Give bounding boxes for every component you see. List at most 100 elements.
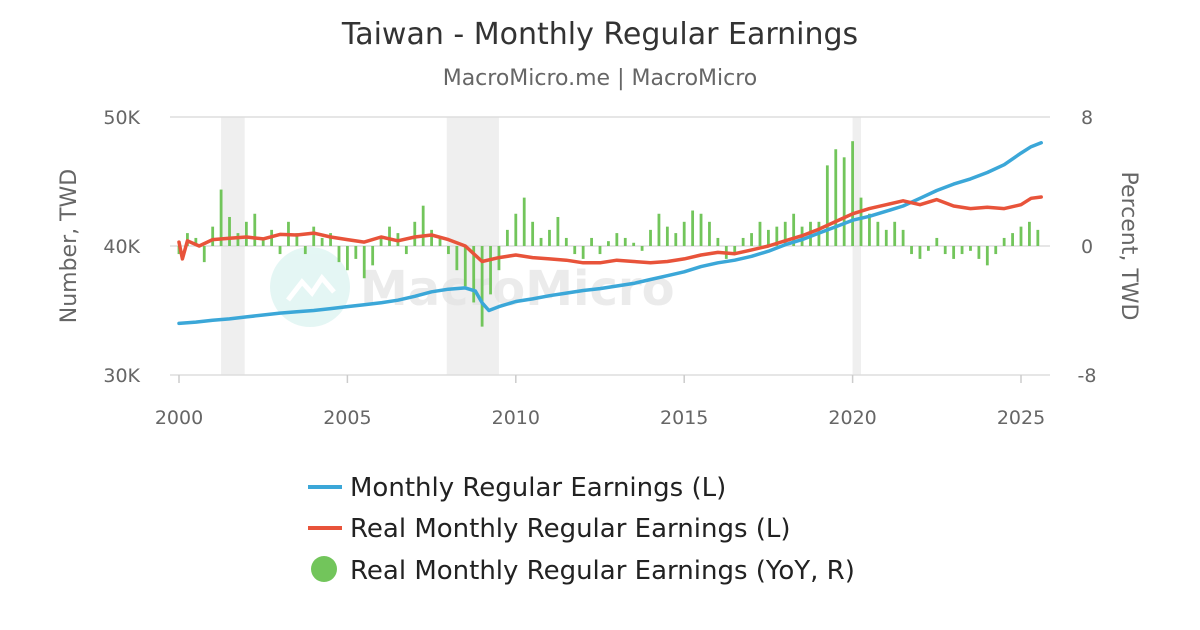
yoy-bar-25	[388, 226, 391, 246]
legend-item-earnings[interactable]: Monthly Regular Earnings (L)	[308, 473, 726, 503]
yoy-bar-100	[1019, 226, 1023, 246]
yoy-bar-57	[657, 213, 661, 246]
yoy-bar-4	[211, 226, 215, 246]
x-tick-label-2: 2010	[492, 407, 540, 429]
yoy-bar-87	[910, 246, 913, 255]
yoy-bar-42	[531, 221, 535, 246]
yoy-bar-93	[960, 246, 964, 255]
legend-item-real-earnings[interactable]: Real Monthly Regular Earnings (L)	[308, 514, 791, 544]
legend-swatch-real-yoy	[311, 556, 337, 582]
legend-label-earnings: Monthly Regular Earnings (L)	[350, 473, 726, 503]
yoy-bar-102	[1036, 229, 1040, 246]
yoy-bar-45	[556, 216, 560, 246]
watermark: MacroMicro	[270, 247, 675, 327]
chart-subtitle: MacroMicro.me | MacroMicro	[443, 66, 758, 91]
yoy-bar-96	[985, 246, 989, 266]
y-left-tick-label-1: 40K	[103, 236, 140, 258]
yoy-bar-69	[758, 221, 762, 246]
yoy-bar-92	[952, 246, 956, 259]
yoy-bar-63	[708, 221, 711, 246]
yoy-bar-41	[522, 197, 526, 246]
gridlines	[170, 116, 1050, 376]
yoy-bar-8	[244, 221, 248, 246]
chart-title: Taiwan - Monthly Regular Earnings	[341, 17, 858, 52]
x-tick-label-0: 2000	[155, 407, 203, 429]
yoy-bar-83	[876, 221, 880, 246]
y-axis-left-title: Number, TWD	[57, 169, 82, 324]
yoy-bar-88	[918, 246, 922, 259]
yoy-bar-18	[329, 233, 332, 246]
watermark-text: MacroMicro	[360, 261, 675, 317]
y-left-tick-label-0: 30K	[103, 365, 140, 387]
yoy-bar-14	[295, 233, 299, 246]
yoy-bar-36	[480, 246, 484, 327]
watermark-logo-mark	[286, 273, 336, 302]
series-line-0	[177, 141, 1043, 326]
series-lines	[177, 141, 1043, 326]
yoy-bar-9	[253, 213, 257, 246]
yoy-bar-62	[699, 213, 703, 246]
yoy-bar-22	[362, 246, 366, 279]
yoy-bar-46	[564, 237, 568, 246]
legend-item-real-yoy[interactable]: Real Monthly Regular Earnings (YoY, R)	[311, 556, 855, 586]
yoy-bar-40	[514, 213, 518, 246]
yoy-bar-7	[236, 233, 240, 246]
yoy-bar-31	[438, 237, 442, 246]
yoy-bar-47	[573, 246, 577, 255]
yoy-bar-33	[455, 246, 459, 271]
yoy-bar-58	[665, 226, 669, 246]
yoy-bar-66	[733, 246, 737, 255]
x-axis: 2000 2005 2010 2015 2020 2025	[155, 375, 1045, 429]
yoy-bar-5	[219, 189, 223, 246]
yoy-bar-77	[825, 165, 829, 246]
yoy-bar-78	[834, 149, 838, 246]
yoy-bar-12	[278, 246, 282, 255]
yoy-bar-3	[202, 246, 206, 263]
yoy-bar-53	[623, 237, 627, 246]
yoy-bar-85	[893, 221, 897, 246]
yoy-bar-80	[851, 141, 854, 246]
yoy-bar-91	[943, 246, 947, 255]
series-line-1	[177, 195, 1043, 265]
yoy-bar-70	[767, 229, 770, 246]
yoy-bar-29	[421, 205, 425, 246]
y-right-tick-label-1: 0	[1081, 236, 1093, 258]
y-axis-right-title: Percent, TWD	[1116, 172, 1141, 321]
yoy-bar-43	[539, 237, 543, 246]
x-tick-label-1: 2005	[323, 407, 371, 429]
y-axis-left: 30K 40K 50K	[103, 107, 140, 387]
yoy-bar-20	[346, 246, 349, 271]
yoy-bar-98	[1002, 237, 1006, 246]
yoy-bar-79	[842, 157, 846, 246]
yoy-bar-2	[194, 237, 198, 246]
yoy-bar-35	[472, 246, 476, 303]
yoy-bar-68	[750, 233, 753, 246]
yoy-bar-19	[337, 246, 341, 263]
legend-label-real-earnings: Real Monthly Regular Earnings (L)	[350, 514, 791, 544]
yoy-bar-39	[505, 229, 509, 246]
y-axis-right: -8 0 8	[1078, 107, 1097, 387]
legend: Monthly Regular Earnings (L) Real Monthl…	[308, 473, 855, 586]
yoy-bar-64	[716, 237, 720, 246]
yoy-bar-21	[354, 246, 358, 259]
yoy-bar-28	[413, 221, 417, 246]
yoy-bar-84	[884, 229, 888, 246]
yoy-bar-72	[783, 221, 787, 246]
yoy-bar-82	[868, 213, 871, 246]
yoy-bar-95	[977, 246, 981, 259]
yoy-bar-81	[859, 197, 863, 246]
yoy-bar-67	[741, 237, 745, 246]
y-left-tick-label-2: 50K	[103, 107, 140, 129]
yoy-bar-17	[320, 237, 324, 246]
yoy-bar-61	[691, 210, 695, 246]
yoy-bar-30	[430, 229, 433, 246]
legend-label-real-yoy: Real Monthly Regular Earnings (YoY, R)	[350, 556, 855, 586]
yoy-bar-6	[228, 216, 231, 246]
yoy-bar-23	[371, 246, 375, 266]
yoy-bar-44	[548, 229, 551, 246]
yoy-bar-99	[1011, 233, 1014, 246]
x-tick-label-4: 2020	[828, 407, 876, 429]
yoy-bar-32	[447, 246, 450, 255]
yoy-bar-55	[640, 246, 644, 251]
yoy-bar-90	[935, 237, 939, 246]
